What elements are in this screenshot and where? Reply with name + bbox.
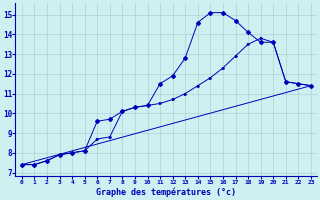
X-axis label: Graphe des températures (°c): Graphe des températures (°c) (96, 188, 236, 197)
